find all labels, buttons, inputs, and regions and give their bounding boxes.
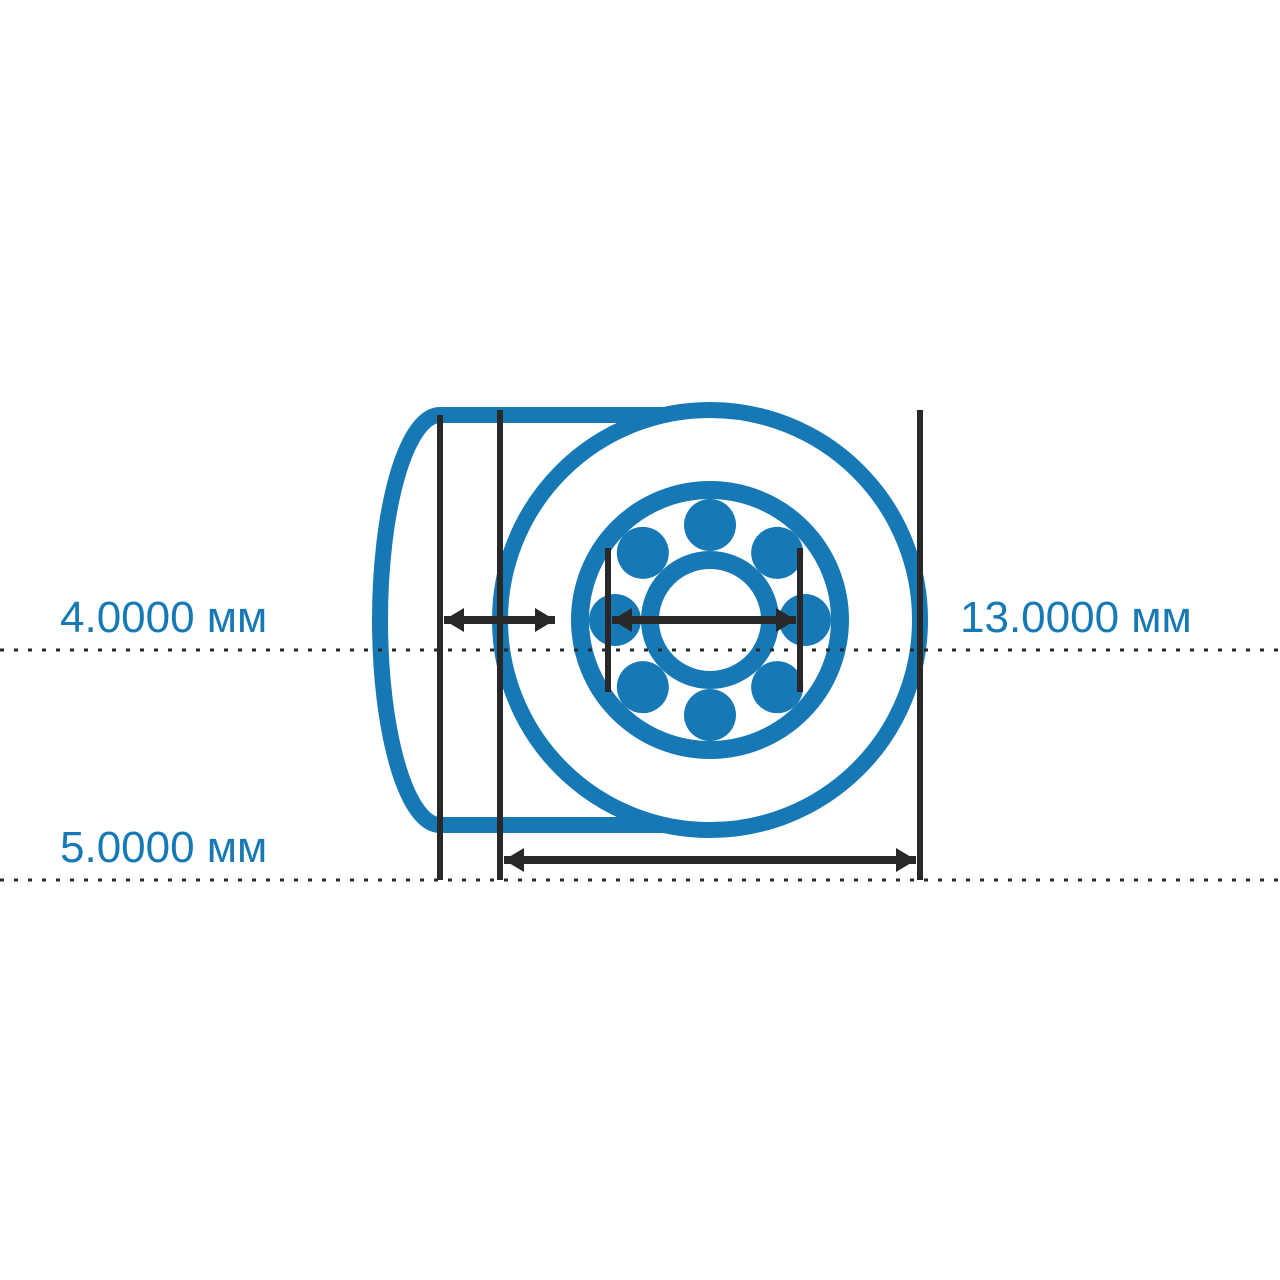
width-dimension-label: 4.0000 мм: [60, 593, 267, 642]
bore-dimension-label: 5.0000 мм: [60, 823, 267, 872]
outer-diameter-dimension-label: 13.0000 мм: [960, 593, 1192, 642]
